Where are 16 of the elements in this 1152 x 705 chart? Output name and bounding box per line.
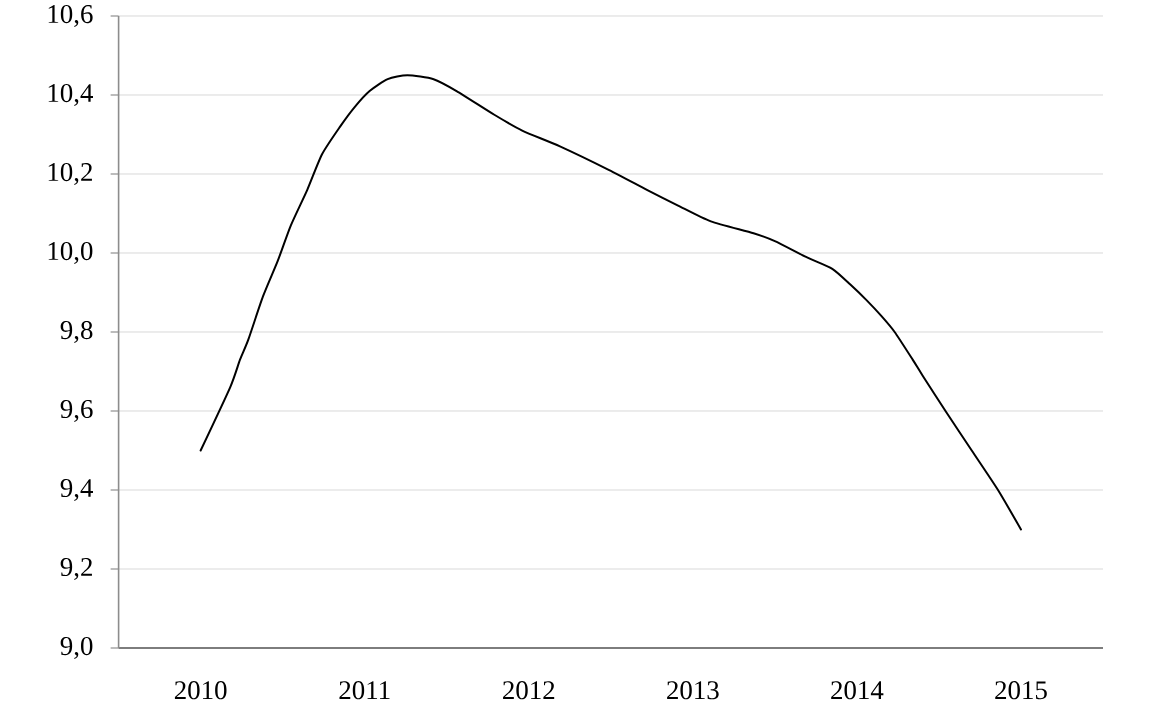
y-tick-label: 10,6: [48, 4, 93, 28]
y-tick-label: 10,2: [48, 162, 92, 186]
x-tick-label: 2014: [831, 681, 884, 700]
y-tick-label: 9,4: [60, 479, 93, 501]
y-tick-label: 9,6: [60, 400, 93, 422]
y-tick-label: 9,8: [60, 320, 93, 344]
x-tick-label: 2011: [339, 681, 390, 700]
x-tick-label: 2015: [995, 681, 1047, 700]
y-tick-label: 10,0: [48, 241, 93, 265]
y-tick-label: 9,0: [60, 636, 93, 660]
y-tick-label: 9,2: [60, 558, 92, 580]
line-series: [199, 74, 1022, 531]
x-tick-label: 2010: [174, 681, 227, 700]
x-tick-label: 2013: [667, 681, 719, 700]
x-tick-label: 2012: [503, 681, 555, 700]
y-tick-label: 10,4: [48, 83, 93, 107]
